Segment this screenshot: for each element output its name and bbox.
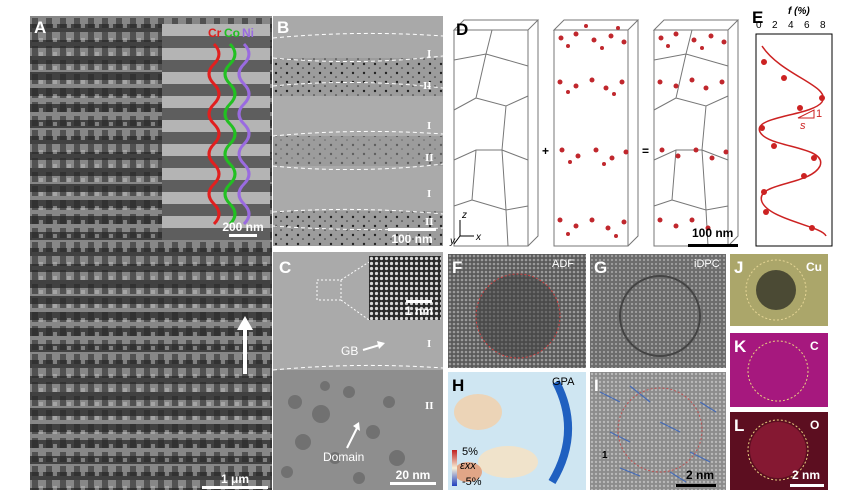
panel-c-label: C xyxy=(279,258,292,277)
layer-1: I xyxy=(427,48,432,60)
panel-b-scale-text: 100 nm xyxy=(391,232,433,246)
panel-k-element: C xyxy=(810,339,819,353)
panel-g-mode: iDPC xyxy=(694,258,720,270)
panel-j-element: Cu xyxy=(806,260,822,274)
panel-f-mode: ADF xyxy=(552,258,574,270)
panel-c-scale: 20 nm xyxy=(385,468,441,486)
panel-f: F ADF xyxy=(448,254,586,368)
inset-scale-bar: 200 nm xyxy=(218,220,268,238)
panel-c-scale-text: 20 nm xyxy=(395,468,431,482)
tick-6: 6 xyxy=(804,20,810,31)
panel-h-label: H xyxy=(452,376,465,395)
panel-i-label: I xyxy=(594,376,599,395)
panel-i: I 1 2 nm xyxy=(590,372,726,490)
panel-b-art xyxy=(273,16,443,246)
panel-d-scale: 100 nm xyxy=(692,226,734,240)
panel-f-art xyxy=(448,254,586,368)
panel-a: Cr Co Ni 200 nm A 1 μm xyxy=(30,16,272,490)
axis-x-label: x xyxy=(476,232,481,243)
panel-g-art xyxy=(590,254,726,368)
panel-k-art xyxy=(730,333,828,407)
panel-a-label: A xyxy=(34,18,47,37)
tick-8: 8 xyxy=(820,20,826,31)
gb-label: GB xyxy=(341,344,359,358)
plus-sign: + xyxy=(542,144,550,158)
axis-z-label: z xyxy=(462,210,467,221)
panel-c-lattice xyxy=(369,256,441,320)
panel-b: B I II I II I II 100 nm xyxy=(273,16,443,246)
panel-g-label: G xyxy=(594,258,608,277)
panel-f-label: F xyxy=(452,258,463,277)
colorbar-min: -5% xyxy=(462,476,482,488)
panel-d-art xyxy=(452,19,740,247)
panel-j-art xyxy=(730,254,828,326)
panel-k-label: K xyxy=(734,337,747,356)
region-c-top: I xyxy=(427,338,432,350)
strain-label: εxx xyxy=(460,460,476,472)
slope-1-label: 1 xyxy=(816,108,823,120)
domain-label: Domain xyxy=(323,450,365,464)
domain-arrow-icon xyxy=(346,422,360,449)
panel-b-scale: 100 nm xyxy=(383,228,441,246)
panel-e: E f (%) 0 2 4 6 8 s 1 xyxy=(752,6,844,248)
panel-c-inset: 1 nm xyxy=(369,256,441,320)
tick-4: 4 xyxy=(788,20,794,31)
colorbar-max: 5% xyxy=(462,446,478,458)
panel-b-label: B xyxy=(277,18,290,37)
layer-4: II xyxy=(425,152,434,164)
panel-c-inset-scale-text: 1 nm xyxy=(404,304,433,318)
panel-i-scale: 2 nm xyxy=(686,468,715,482)
panel-a-inset: Cr Co Ni 200 nm xyxy=(162,24,270,240)
panel-l-element: O xyxy=(810,418,820,432)
panel-h-mode: GPA xyxy=(552,376,575,388)
layer-6: II xyxy=(425,216,434,228)
axes-icon xyxy=(453,220,474,245)
panel-e-axis-title: f (%) xyxy=(788,6,810,17)
gb-arrow-icon xyxy=(362,341,385,351)
panel-l-art xyxy=(730,412,828,490)
panel-l-scale: 2 nm xyxy=(792,468,821,482)
panel-j-label: J xyxy=(734,258,744,277)
panel-e-label: E xyxy=(752,8,764,27)
inset-col-ni: Ni xyxy=(242,26,254,40)
panel-g: G iDPC xyxy=(590,254,726,368)
layer-5: I xyxy=(427,188,432,200)
inset-scale-text: 200 nm xyxy=(222,220,264,234)
growth-arrow xyxy=(237,316,253,374)
panel-a-scale-text: 1 μm xyxy=(220,472,250,486)
tick-0: 0 xyxy=(756,20,762,31)
layer-3: I xyxy=(427,120,432,132)
slope-s-label: s xyxy=(800,120,806,132)
panel-a-inset-art xyxy=(162,24,270,240)
panel-l: L O 2 nm xyxy=(730,412,828,490)
panel-h: H GPA 5% εxx -5% xyxy=(448,372,586,490)
box2-particles xyxy=(557,24,629,238)
panel-e-plot xyxy=(755,33,833,247)
tick-2: 2 xyxy=(772,20,778,31)
panel-c: 1 nm C GB I II Domain 20 nm xyxy=(273,252,443,490)
region-c-bottom: II xyxy=(425,400,434,412)
panel-j: J Cu xyxy=(730,254,828,326)
inset-col-co: Co xyxy=(224,26,240,40)
box3-particles xyxy=(657,31,729,231)
axis-y-label: y xyxy=(450,236,455,247)
panel-i-art xyxy=(590,372,726,490)
panel-i-mark: 1 xyxy=(602,450,608,461)
layer-2: II xyxy=(423,80,432,92)
panel-l-label: L xyxy=(734,416,745,435)
panel-a-scale: 1 μm xyxy=(200,472,270,490)
panel-d-label: D xyxy=(456,20,469,39)
panel-d: D + = z y x 100 nm xyxy=(446,10,746,250)
equals-sign: = xyxy=(642,144,650,158)
panel-k: K C xyxy=(730,333,828,407)
inset-col-cr: Cr xyxy=(208,26,222,40)
panel-c-inset-scale: 1 nm xyxy=(399,300,439,318)
panel-h-art xyxy=(448,372,586,490)
